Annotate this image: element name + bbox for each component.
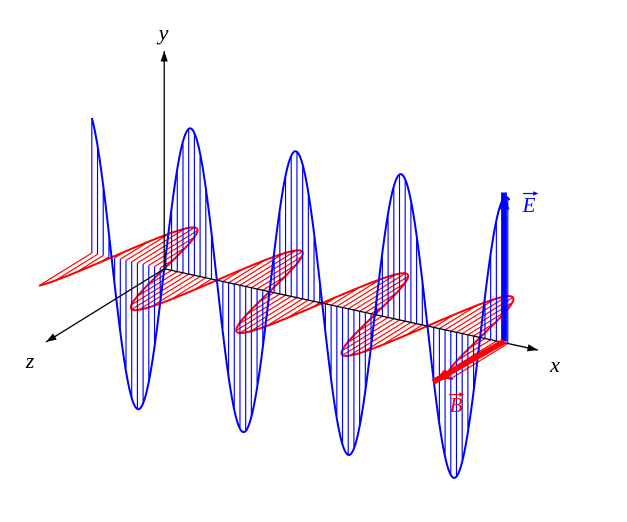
svg-text:E: E [522,193,536,217]
svg-text:B: B [450,393,463,417]
svg-text:y: y [157,20,169,45]
svg-text:x: x [549,352,560,377]
svg-text:z: z [25,348,35,373]
